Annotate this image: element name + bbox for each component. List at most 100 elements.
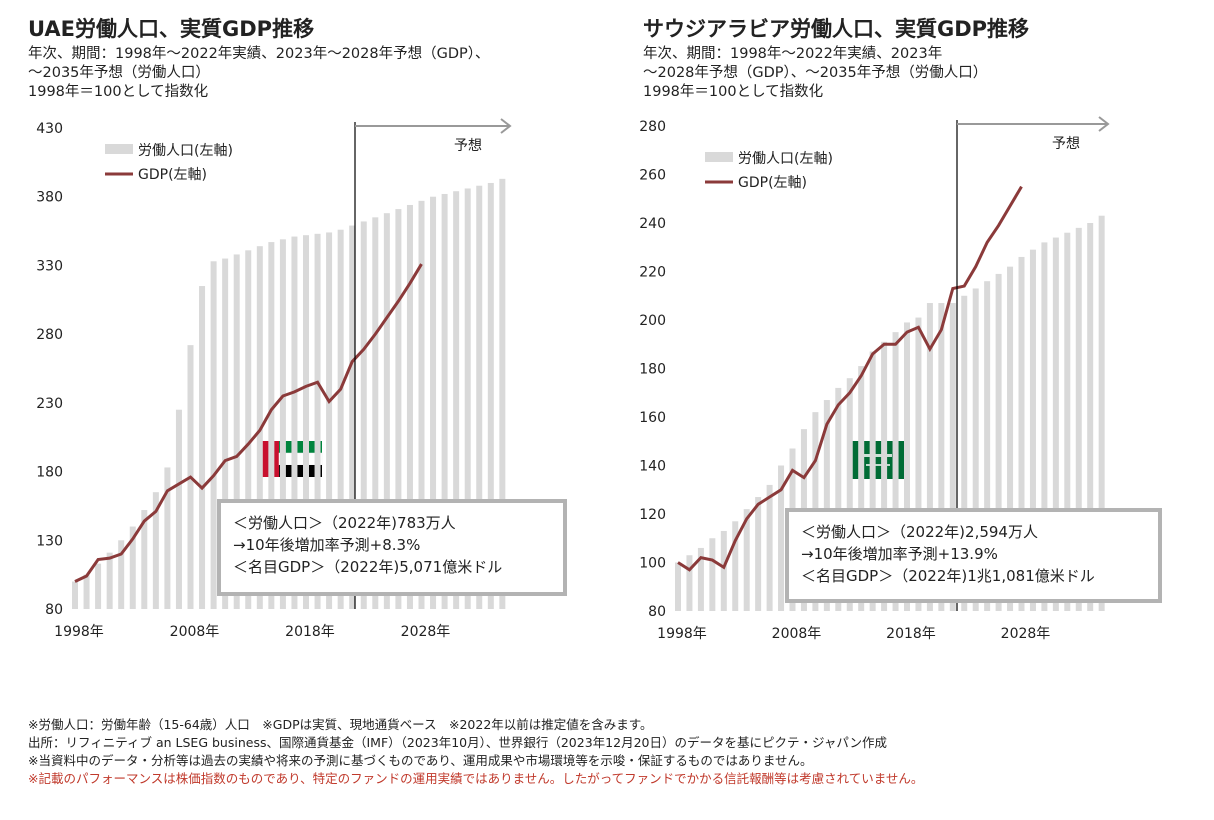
legend-label: GDP(左軸) (138, 167, 207, 183)
y-tick-label: 280 (639, 119, 666, 135)
bar (441, 193, 448, 610)
y-tick-label: 200 (639, 313, 666, 329)
bar (164, 467, 171, 609)
annotation-text: ＜名目GDP＞（2022年)5,071億米ドル (233, 558, 502, 576)
y-tick-label: 260 (639, 168, 666, 184)
bar (72, 581, 78, 609)
bar (984, 281, 991, 611)
gdp-line (677, 185, 1023, 572)
annotation-text: ＜名目GDP＞（2022年)1兆1,081億米ドル (801, 567, 1095, 585)
y-tick-label: 180 (36, 465, 63, 481)
bar (372, 217, 379, 610)
bar (1007, 266, 1014, 611)
bar (268, 242, 275, 609)
bar (418, 200, 425, 609)
x-tick-label: 2028年 (401, 624, 451, 640)
chart-subtitle: 年次、期間：1998年～2022年実績、2023年～2028年予想（GDP）、 (28, 45, 490, 62)
y-tick-label: 380 (36, 190, 63, 206)
x-tick-label: 2018年 (886, 626, 936, 642)
legend-label: GDP(左軸) (738, 175, 807, 191)
bar (858, 366, 865, 611)
uae-flag (261, 441, 323, 477)
bar (360, 221, 367, 610)
x-tick-label: 1998年 (657, 626, 707, 642)
bar (383, 213, 390, 609)
bar (395, 209, 402, 609)
bar (709, 538, 716, 611)
bar (349, 225, 356, 609)
y-tick-label: 160 (639, 410, 666, 426)
bar (199, 286, 206, 609)
bar (152, 492, 159, 609)
bar (406, 204, 413, 609)
footnote: ※労働人口：労働年齢（15-64歳）人口 ※GDPは実質、現地通貨ベース ※20… (28, 717, 653, 732)
bar (141, 510, 148, 609)
bar (675, 562, 681, 611)
annotation-text: →10年後増加率予測+13.9% (801, 545, 998, 563)
bar (476, 185, 483, 609)
x-tick-label: 2008年 (772, 626, 822, 642)
bar (720, 530, 727, 611)
forecast-label: 予想 (1052, 136, 1080, 152)
bar (291, 236, 298, 609)
bar (245, 250, 252, 609)
footnote: ※記載のパフォーマンスは株価指数のものであり、特定のファンドの運用実績ではありま… (28, 771, 923, 786)
annotation-text: ＜労働人口＞（2022年)2,594万人 (801, 523, 1038, 541)
bar (303, 235, 309, 610)
bar (823, 400, 830, 611)
forecast-label: 予想 (454, 138, 482, 154)
chart-subtitle: ～2035年予想（労働人口） (28, 64, 210, 81)
chart-title: UAE労働人口、実質GDP推移 (28, 17, 314, 41)
bar (743, 509, 750, 611)
gdp-line (74, 263, 423, 583)
y-tick-label: 120 (639, 507, 666, 523)
bar (129, 526, 136, 609)
bar (222, 258, 229, 609)
x-tick-label: 2018年 (285, 624, 335, 640)
chart-title: サウジアラビア労働人口、実質GDP推移 (643, 17, 1029, 41)
footnote: ※当資料中のデータ・分析等は過去の実績や将来の予測に基づくものであり、運用成果や… (28, 753, 812, 768)
legend-swatch (105, 144, 133, 154)
saudi-flag (848, 441, 908, 479)
bar (487, 182, 494, 609)
bar (1041, 242, 1048, 611)
x-tick-label: 1998年 (54, 624, 104, 640)
bar (846, 378, 853, 611)
bar (326, 232, 333, 609)
bar (961, 295, 968, 611)
y-tick-label: 130 (36, 533, 63, 549)
bar (337, 229, 344, 609)
bar (904, 322, 910, 611)
y-tick-label: 230 (36, 396, 63, 412)
y-tick-label: 180 (639, 362, 666, 378)
bar (949, 303, 956, 611)
bar (869, 351, 876, 611)
bar (1018, 256, 1025, 611)
y-tick-label: 240 (639, 216, 666, 232)
bar (732, 521, 739, 611)
x-tick-label: 2008年 (170, 624, 220, 640)
bar (1075, 227, 1082, 611)
bar (938, 303, 945, 611)
bar (430, 196, 437, 609)
bar (915, 317, 922, 611)
bar (175, 409, 182, 609)
y-tick-label: 280 (36, 327, 63, 343)
bar (697, 547, 704, 611)
y-tick-label: 80 (45, 602, 63, 618)
bar (881, 341, 888, 611)
bar (1087, 223, 1094, 611)
forecast-arrowhead (500, 118, 512, 134)
chart-subtitle: ～2028年予想（GDP）、～2035年予想（労働人口） (643, 64, 987, 81)
bar (279, 239, 286, 609)
legend-label: 労働人口(左軸) (138, 143, 233, 159)
y-tick-label: 330 (36, 258, 63, 274)
y-tick-label: 100 (639, 556, 666, 572)
bar (778, 465, 785, 611)
footnote: 出所：リフィニティブ an LSEG business、国際通貨基金（IMF）（… (28, 735, 887, 750)
annotation-box (785, 508, 1162, 603)
bar (1052, 237, 1059, 612)
annotation-text: →10年後増加率予測+8.3% (233, 536, 420, 554)
y-tick-label: 80 (648, 604, 666, 620)
